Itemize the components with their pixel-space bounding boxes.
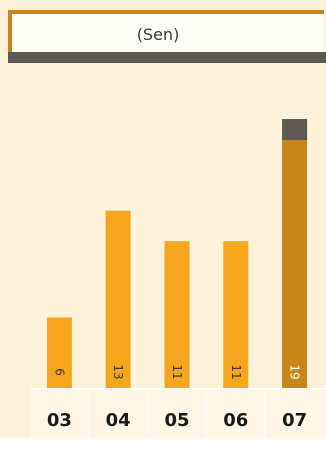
x-tick-label: 06	[223, 410, 248, 431]
bottom-strip	[0, 438, 326, 452]
bar-value-label: 19	[288, 364, 302, 379]
bar-05	[164, 241, 190, 409]
bar-06	[223, 241, 249, 409]
bar-04	[105, 210, 131, 409]
bars-group: 6 13 11 11 19	[46, 119, 308, 409]
bar-cap-07	[282, 119, 308, 141]
x-tick-label: 04	[106, 410, 131, 431]
bar-value-label: 11	[170, 364, 184, 379]
unit-label: (Sen)	[136, 25, 180, 44]
x-tick-label: 07	[282, 410, 307, 431]
x-axis: 03 04 05 06 07	[30, 388, 326, 438]
x-tick-label: 03	[47, 410, 72, 431]
x-axis-band	[30, 388, 326, 438]
bar-value-label: 13	[111, 364, 125, 379]
bar-07	[282, 119, 308, 409]
bar-value-label: 6	[52, 368, 66, 376]
bar-value-label: 11	[229, 364, 243, 379]
x-tick-label: 05	[164, 410, 189, 431]
unit-label-box: (Sen)	[8, 10, 324, 52]
top-rule-divider	[8, 52, 326, 63]
